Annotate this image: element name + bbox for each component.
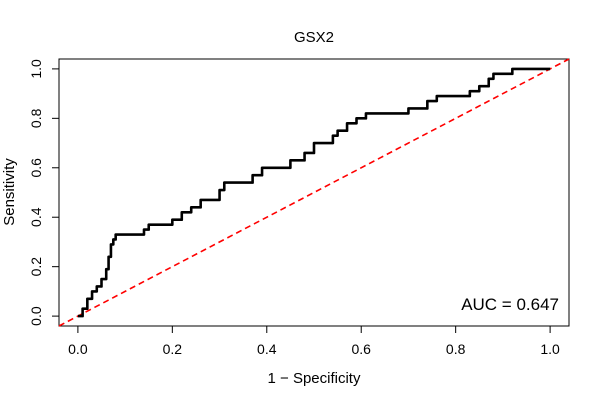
x-tick-label: 1.0 [540,341,560,357]
y-tick-label: 0.8 [28,108,44,128]
x-tick-label: 0.2 [163,341,183,357]
x-tick-label: 0.6 [351,341,371,357]
y-axis: 0.0 0.2 0.4 0.6 0.8 1.0 [28,59,60,326]
y-tick-label: 0.6 [28,158,44,178]
auc-annotation: AUC = 0.647 [461,295,559,314]
y-tick-label: 0.0 [28,306,44,326]
x-axis: 0.0 0.2 0.4 0.6 0.8 1.0 [68,325,560,357]
roc-curve-line [77,67,551,318]
y-tick-label: 0.2 [28,257,44,277]
x-axis-title: 1 − Specificity [268,370,361,387]
plot-frame [58,58,570,327]
x-tick-label: 0.8 [446,341,466,357]
reference-diagonal-line [58,58,570,327]
y-axis-title: Sensitivity [1,158,18,226]
y-tick-label: 0.4 [28,207,44,227]
series-layer [58,58,570,327]
x-tick-label: 0.0 [68,341,88,357]
y-tick-label: 1.0 [28,59,44,79]
x-tick-label: 0.4 [257,341,277,357]
chart-title: GSX2 [294,29,334,46]
